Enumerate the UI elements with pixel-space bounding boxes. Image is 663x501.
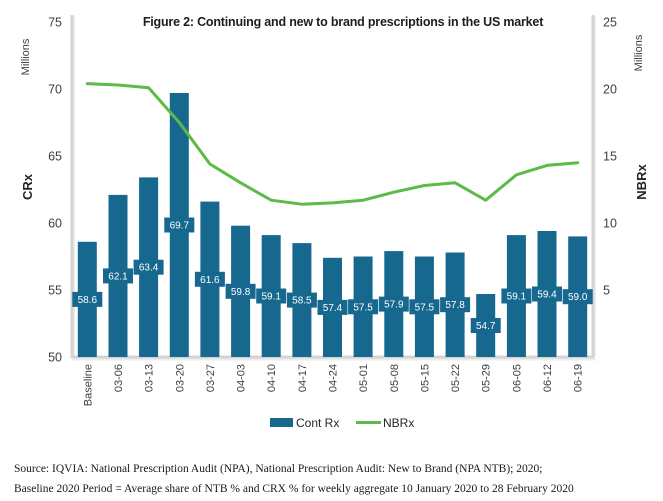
chart-legend: Cont Rx NBRx [270, 416, 414, 430]
x-category-label: 04-24 [328, 364, 340, 392]
x-category-label: 05-29 [481, 364, 493, 392]
left-tick-label: 60 [48, 217, 62, 231]
source-line-2: Baseline 2020 Period = Average share of … [14, 482, 574, 495]
right-axis-title: NBRx [634, 164, 649, 200]
bar-value-labels: 58.6 62.1 63.4 69.7 61.6 59.8 59.1 58.5 57.4 57.5… [72, 217, 593, 333]
nbrx-line [85, 82, 580, 206]
bar-label-box [225, 283, 256, 299]
left-axis-title: CRx [20, 173, 35, 200]
right-tick-label: 25 [603, 16, 617, 30]
bar-value-label: 57.8 [445, 300, 465, 311]
bar-label-box [378, 296, 409, 312]
source-line-1: Source: IQVIA: National Prescription Aud… [14, 463, 543, 475]
left-tick-label: 50 [48, 351, 62, 365]
bar-value-label: 59.1 [507, 292, 527, 303]
bar-value-label: 54.7 [476, 321, 496, 332]
bar-value-label: 59.1 [261, 292, 281, 303]
bar-label-box [501, 288, 532, 304]
x-category-label: Baseline [82, 364, 94, 406]
x-category-label: 06-19 [573, 364, 585, 392]
x-category-label: 03-06 [113, 364, 125, 392]
x-category-label: 06-12 [542, 364, 554, 392]
bar-label-box [164, 217, 195, 233]
bar-label-box [409, 299, 440, 315]
left-units-label: Millions [20, 38, 32, 75]
bar-value-label: 57.4 [323, 303, 343, 314]
bar-label-box [103, 268, 133, 284]
legend-swatch-cont-rx [270, 418, 293, 427]
bar-label-box [194, 271, 225, 287]
bar-value-label: 61.6 [200, 275, 220, 286]
prescriptions-combo-chart: 58.6 62.1 63.4 69.7 61.6 59.8 59.1 58.5 57.4 57.5… [20, 15, 649, 430]
left-tick-label: 75 [48, 16, 62, 30]
bar-label-box [470, 318, 501, 333]
bar-label-box [256, 288, 287, 304]
chart-title: Figure 2: Continuing and new to brand pr… [143, 15, 544, 29]
left-tick-label: 65 [48, 150, 62, 164]
bar-value-label: 59.0 [568, 292, 588, 303]
bar-value-label: 69.7 [170, 221, 190, 232]
x-category-label: 05-15 [419, 364, 431, 392]
bar-label-box [286, 292, 317, 308]
x-category-label: 05-01 [358, 364, 370, 392]
bar-label-box [133, 259, 164, 275]
bar-value-label: 57.5 [415, 302, 435, 313]
x-category-label: 04-10 [266, 364, 278, 392]
right-tick-label: 10 [603, 217, 617, 231]
x-category-label: 03-20 [174, 364, 186, 392]
x-category-label: 05-22 [450, 364, 462, 392]
bar-value-label: 62.1 [108, 271, 128, 282]
x-axis-labels: Baseline 03-06 03-13 03-20 03-27 04-03 04-10 04… [82, 364, 584, 406]
left-tick-label: 70 [48, 83, 62, 97]
bar-value-label: 63.4 [139, 263, 159, 274]
cont-rx-bars [77, 93, 588, 357]
left-tick-label: 55 [48, 284, 62, 298]
source-note: Source: IQVIA: National Prescription Aud… [0, 452, 663, 499]
right-tick-label: 15 [603, 150, 617, 164]
bar-value-label: 59.8 [231, 287, 251, 298]
bar-label-box [72, 291, 103, 307]
x-category-label: 03-13 [144, 364, 156, 392]
right-tick-label: 20 [603, 83, 617, 97]
bar-label-box [532, 286, 562, 302]
nbrx-line-series [85, 82, 580, 206]
right-tick-label: 5 [603, 284, 610, 298]
bar-value-label: 57.5 [353, 302, 373, 313]
right-units-label: Millions [633, 34, 645, 71]
legend-label-cont-rx: Cont Rx [296, 416, 339, 430]
x-category-label: 05-08 [389, 364, 401, 392]
x-category-label: 03-27 [205, 364, 217, 392]
left-axis-ticks: 75 70 65 60 55 50 [48, 16, 62, 365]
legend-label-nbrx: NBRx [383, 416, 414, 430]
bar-label-box [562, 289, 593, 305]
x-category-label: 06-05 [511, 364, 523, 392]
right-axis-ticks: 25 20 15 10 5 [603, 16, 617, 298]
x-category-label: 04-17 [297, 364, 309, 392]
bar-label-box [348, 299, 379, 315]
x-category-label: 04-03 [236, 364, 248, 392]
bar-value-label: 58.5 [292, 296, 312, 307]
bar-value-label: 59.4 [537, 290, 557, 301]
bar-label-box [317, 299, 348, 315]
bar-value-label: 57.9 [384, 300, 404, 311]
bar-value-label: 58.6 [78, 295, 98, 306]
bar-label-box [440, 297, 471, 313]
